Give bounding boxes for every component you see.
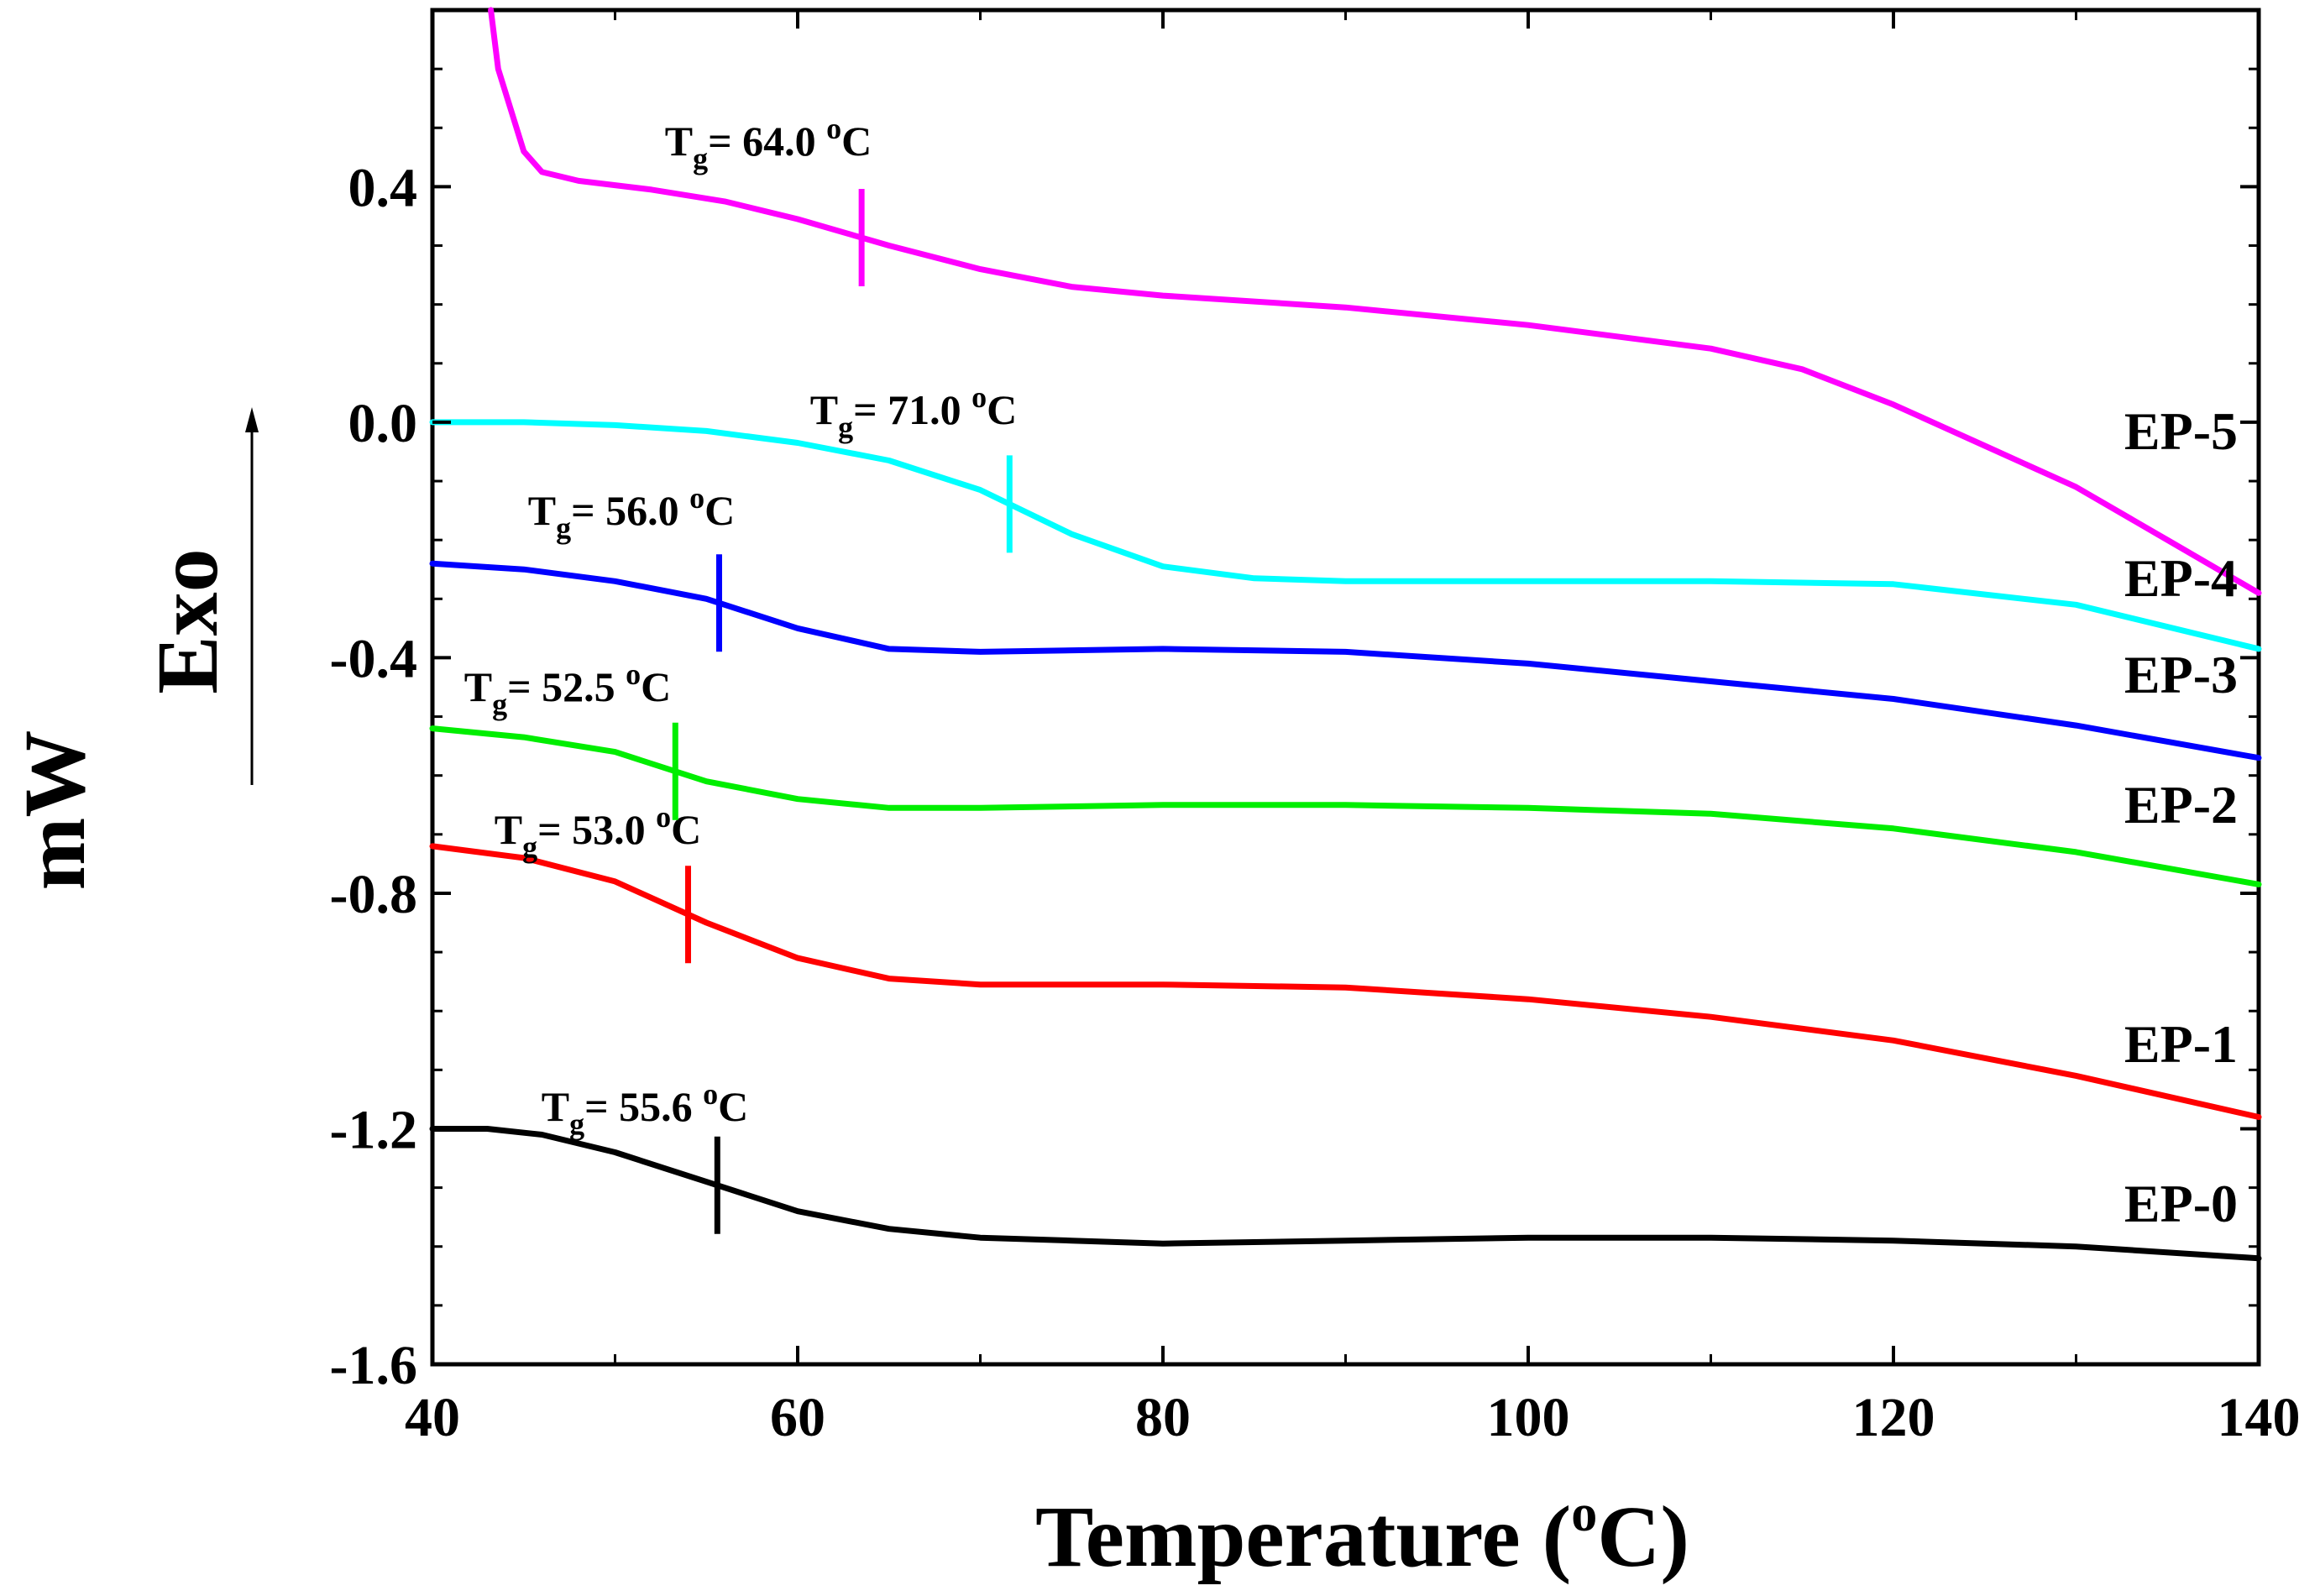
y-tick-label: -1.2 <box>330 1099 417 1160</box>
series-line-ep-5 <box>488 7 2262 596</box>
exo-arrow-head <box>245 407 259 432</box>
series-line-ep-2 <box>429 725 2262 887</box>
tg-symbol: T <box>495 806 522 853</box>
series-line-ep-1 <box>429 843 2262 1120</box>
tg-unit: C <box>704 487 735 534</box>
tg-value: = 71.0 <box>853 386 971 433</box>
tg-label-ep-2: Tg= 52.5 oC <box>464 657 671 721</box>
tg-subscript: g <box>556 511 571 545</box>
tg-degree: o <box>703 1077 718 1111</box>
tg-value: = 56.0 <box>571 487 689 534</box>
tg-subscript: g <box>522 830 537 864</box>
tg-value: = 55.6 <box>584 1083 703 1130</box>
tg-symbol: T <box>810 386 838 433</box>
x-axis-ticks: 40 60 80 100 120 140 <box>405 10 2301 1448</box>
y-axis-title: mW <box>7 730 103 891</box>
tg-unit: C <box>841 118 872 165</box>
x-tick-label: 120 <box>1852 1387 1935 1448</box>
tg-degree: o <box>826 112 841 145</box>
tg-label-ep-4: Tg= 71.0 oC <box>810 380 1017 444</box>
y-tick-label: 0.4 <box>348 157 418 218</box>
series-line-ep-4 <box>429 419 2262 652</box>
series-layer <box>429 7 2262 1262</box>
plot-area: 40 60 80 100 120 140 -1.6 -1.2 -0.8 -0.4 0.0 0.4 E… <box>330 7 2301 1448</box>
tg-subscript: g <box>693 142 708 175</box>
y-axis-ticks: -1.6 -1.2 -0.8 -0.4 0.0 0.4 <box>330 8 2259 1396</box>
tg-value: = 53.0 <box>537 806 656 853</box>
tg-unit: C <box>641 663 671 710</box>
tg-label-ep-5: Tg= 64.0 oC <box>665 112 872 175</box>
x-axis-title-text: Temperature ( <box>1035 1489 1571 1585</box>
series-label-ep-1: EP-1 <box>2124 1014 2238 1074</box>
x-tick-label: 140 <box>2218 1387 2301 1448</box>
x-axis-title-unit: C) <box>1597 1489 1689 1585</box>
y-tick-label: -0.8 <box>330 864 417 925</box>
x-axis-title: Temperature (oC) <box>1035 1485 1689 1585</box>
y-tick-label: -0.4 <box>330 628 417 689</box>
series-label-ep-2: EP-2 <box>2124 775 2238 835</box>
x-tick-label: 60 <box>770 1387 825 1448</box>
tg-subscript: g <box>492 688 507 721</box>
tg-subscript: g <box>569 1107 584 1141</box>
tg-degree: o <box>689 481 704 515</box>
tg-symbol: T <box>665 118 693 165</box>
tg-value: = 64.0 <box>708 118 826 165</box>
tg-degree: o <box>656 800 671 834</box>
tg-subscript: g <box>838 411 853 444</box>
series-line-ep-3 <box>429 560 2262 761</box>
tg-unit: C <box>987 386 1017 433</box>
tg-degree: o <box>971 380 987 414</box>
tg-degree: o <box>626 657 641 691</box>
series-label-ep-0: EP-0 <box>2124 1174 2238 1233</box>
tg-symbol: T <box>528 487 556 534</box>
y-tick-label: 0.0 <box>348 393 418 454</box>
series-label-ep-4: EP-4 <box>2124 548 2238 608</box>
x-tick-label: 80 <box>1135 1387 1191 1448</box>
exo-label: Exo <box>139 548 236 693</box>
y-tick-label: -1.6 <box>330 1335 417 1396</box>
series-line-ep-0 <box>429 1126 2262 1262</box>
tg-symbol: T <box>542 1083 569 1130</box>
tg-label-ep-3: Tg= 56.0 oC <box>528 481 735 545</box>
series-label-ep-3: EP-3 <box>2124 645 2238 704</box>
tg-label-ep-0: Tg= 55.6 oC <box>542 1077 748 1141</box>
tg-unit: C <box>718 1083 748 1130</box>
plot-frame <box>430 8 2261 1367</box>
x-axis-title-superscript: o <box>1571 1485 1597 1542</box>
series-labels: EP-0 EP-1 EP-2 EP-3 EP-4 EP-5 <box>2124 401 2238 1233</box>
series-label-ep-5: EP-5 <box>2124 401 2238 461</box>
x-tick-label: 40 <box>405 1387 460 1448</box>
x-tick-label: 100 <box>1487 1387 1570 1448</box>
tg-symbol: T <box>464 663 492 710</box>
tg-label-ep-1: Tg= 53.0 oC <box>495 800 701 864</box>
tg-value: = 52.5 <box>507 663 626 710</box>
